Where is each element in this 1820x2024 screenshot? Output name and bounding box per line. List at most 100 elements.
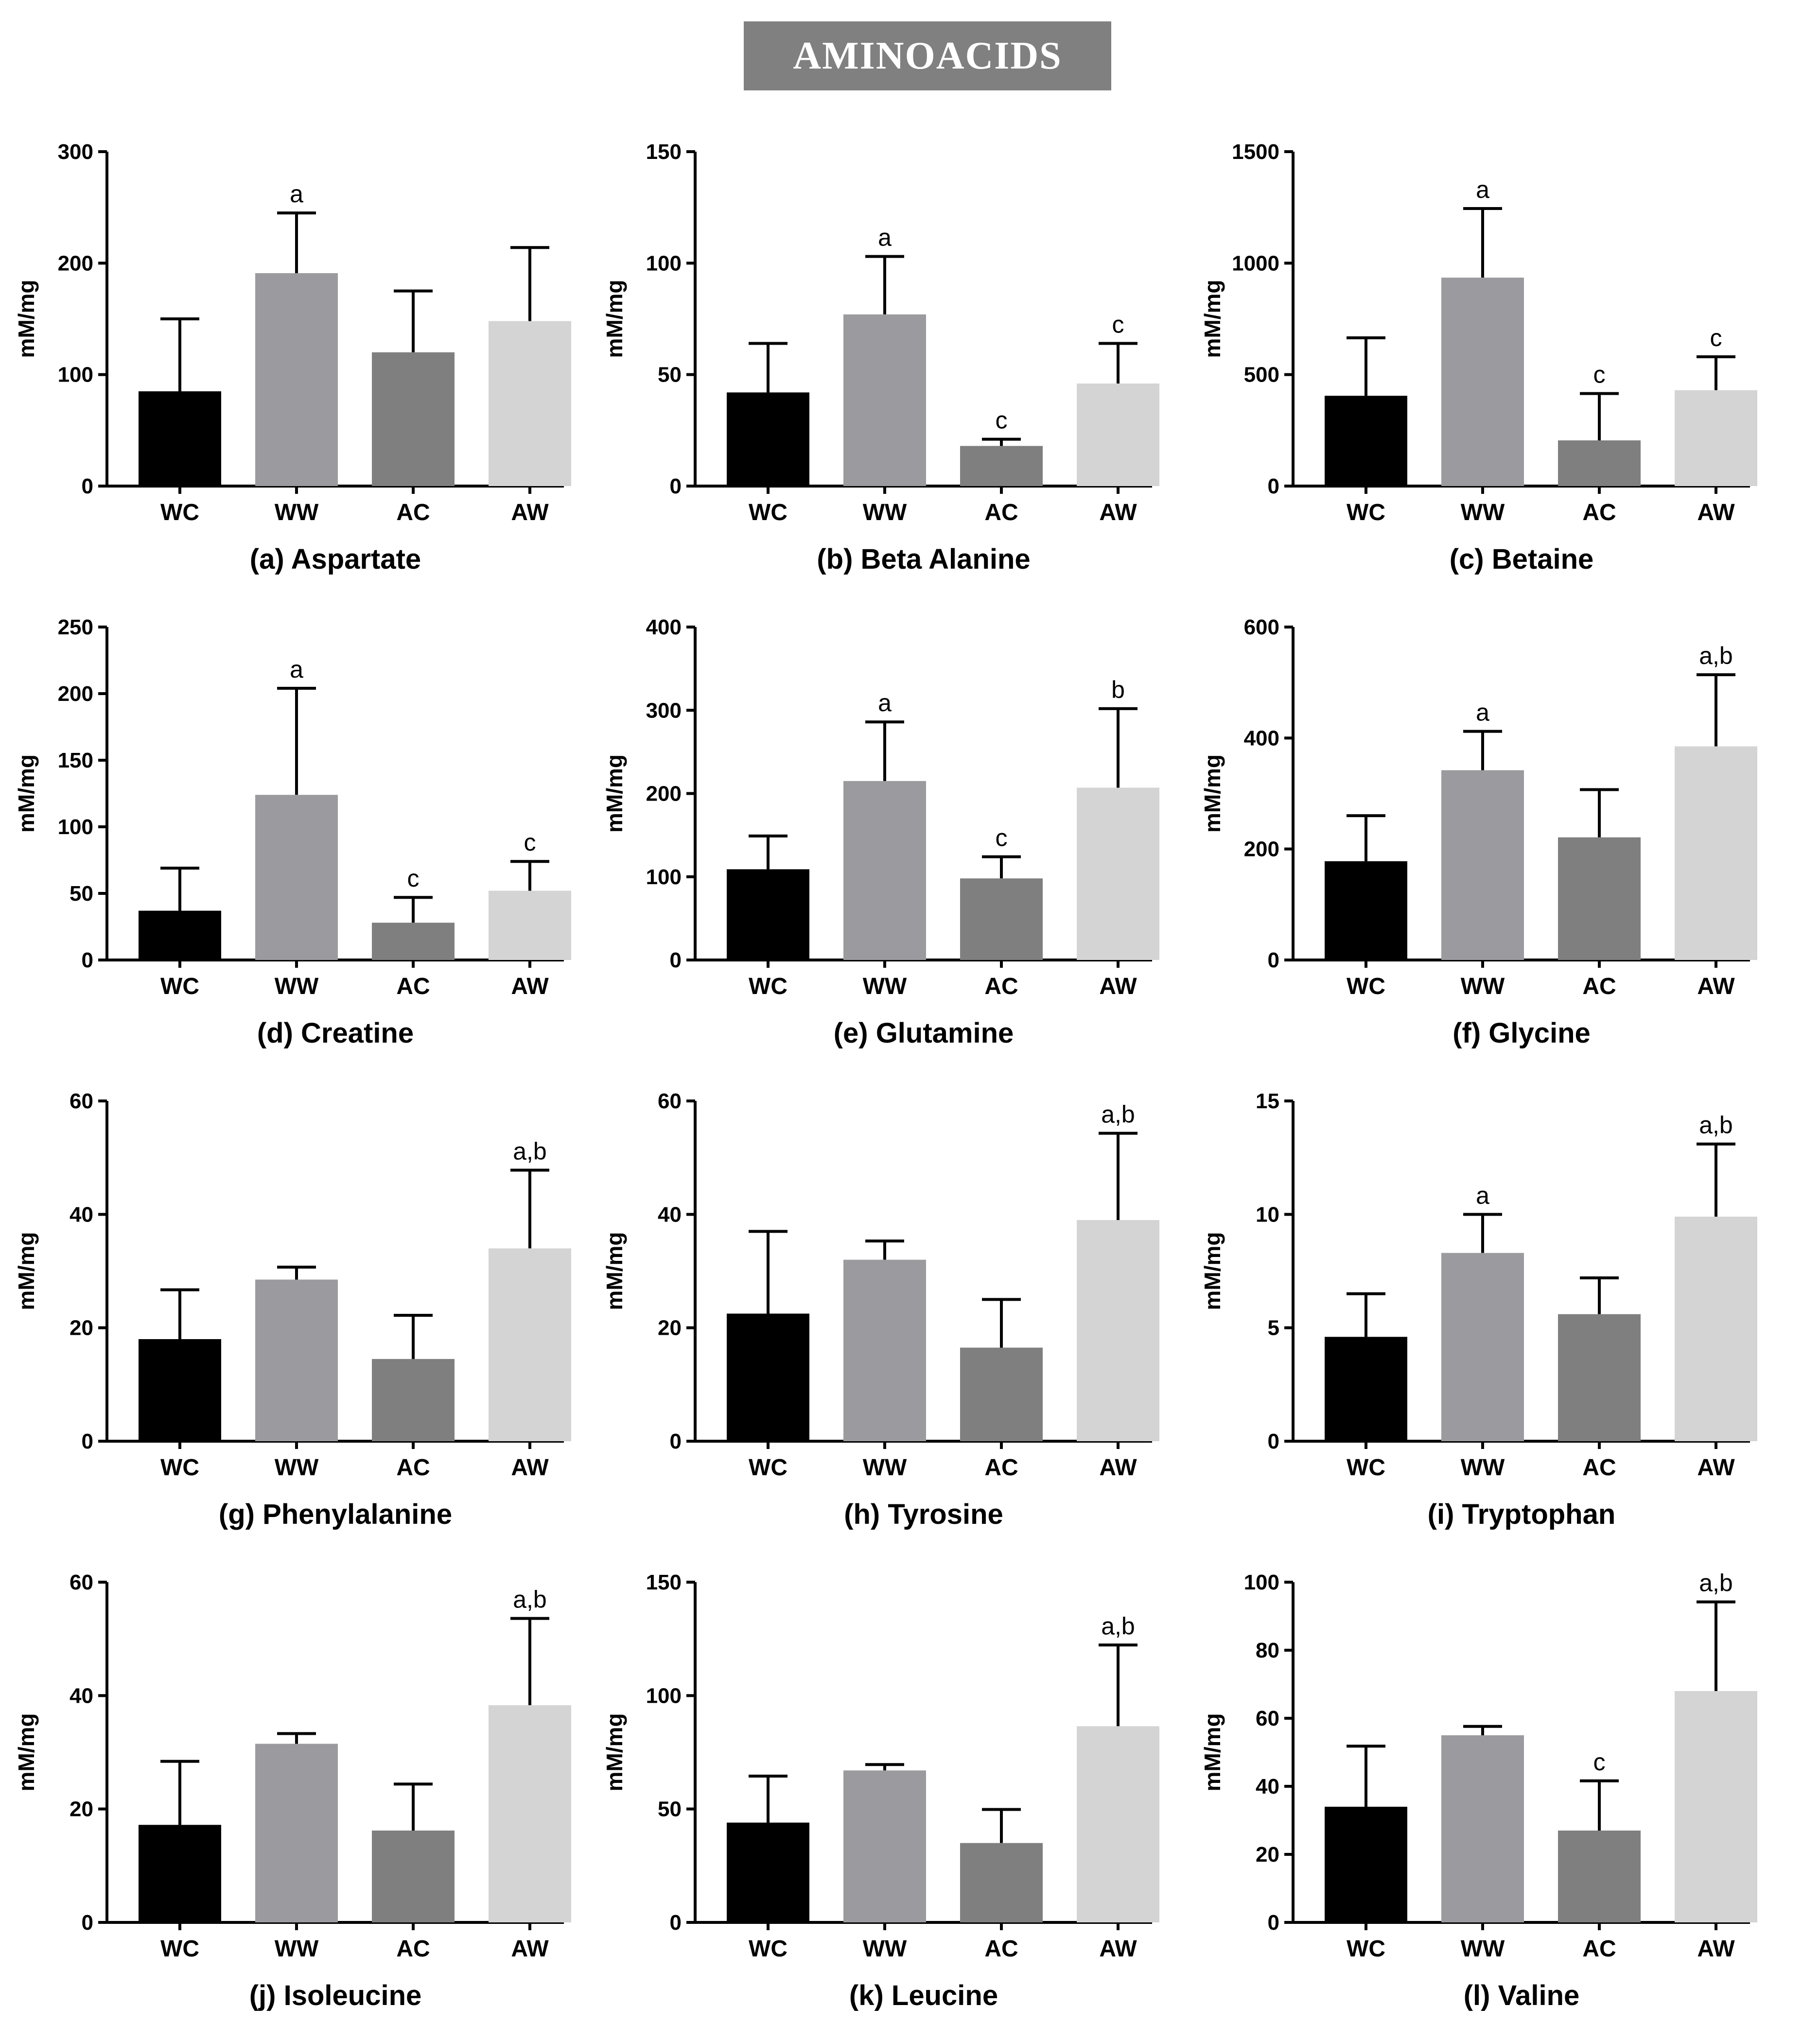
chart-panel: 0 20 40 60 80 100 mM/mg WC WW AC c AW a,b (l) Valine [1200, 1570, 1757, 2011]
banner-title: AMINOACIDS [793, 34, 1062, 77]
chart-panel: 0 200 400 600 mM/mg WC WW a AC AW a,b (f) Glycine [1200, 615, 1757, 1049]
x-tick-label: WC [1347, 1936, 1385, 1962]
y-tick-label: 200 [58, 682, 93, 706]
bar-ww [843, 781, 926, 960]
bar-aw [1675, 1217, 1757, 1441]
y-tick-label: 50 [658, 363, 682, 387]
y-tick-label: 40 [70, 1684, 93, 1708]
y-tick-label: 100 [646, 251, 682, 275]
y-axis-label: mM/mg [14, 1232, 39, 1310]
y-tick-label: 0 [670, 1430, 682, 1453]
significance-label: a [878, 224, 892, 251]
bar-ac [1558, 440, 1641, 486]
x-tick-label: WW [275, 974, 319, 999]
y-tick-label: 50 [658, 1797, 682, 1821]
significance-label: c [407, 865, 420, 892]
significance-label: c [1593, 361, 1606, 388]
bar-wc [1325, 396, 1407, 486]
significance-label: a,b [513, 1137, 547, 1165]
y-tick-label: 60 [70, 1570, 93, 1594]
x-tick-label: WW [863, 1936, 907, 1962]
y-tick-label: 0 [670, 1911, 682, 1935]
y-axis-label: mM/mg [602, 1232, 627, 1310]
y-tick-label: 0 [1268, 1911, 1279, 1935]
chart-title: (h) Tyrosine [844, 1499, 1003, 1530]
chart-panel: 0 5 10 15 mM/mg WC WW a AC AW a,b (i) Tryptophan [1200, 1089, 1757, 1530]
x-tick-label: AC [1582, 974, 1616, 999]
bar-wc [139, 1339, 221, 1441]
y-tick-label: 150 [58, 749, 93, 772]
chart-title: (d) Creatine [257, 1017, 414, 1049]
x-tick-label: WW [1461, 1455, 1505, 1481]
bar-ww [843, 314, 926, 486]
x-tick-label: AW [1697, 1455, 1735, 1481]
x-tick-label: AC [1582, 1936, 1616, 1962]
bar-ww [1441, 1253, 1524, 1441]
y-axis-label: mM/mg [602, 1713, 627, 1792]
bar-wc [727, 1822, 809, 1922]
x-tick-label: WC [1347, 1455, 1385, 1481]
y-axis-label: mM/mg [602, 754, 627, 833]
y-tick-label: 0 [1268, 948, 1279, 972]
x-tick-label: WW [275, 500, 319, 525]
bar-aw [1077, 787, 1159, 960]
bar-ww [1441, 278, 1524, 486]
y-tick-label: 200 [646, 782, 682, 806]
y-tick-label: 100 [646, 865, 682, 889]
significance-label: a,b [1101, 1612, 1135, 1640]
y-tick-label: 400 [1244, 726, 1279, 750]
bar-aw [1675, 746, 1757, 960]
y-axis-label: mM/mg [14, 1713, 39, 1792]
y-tick-label: 10 [1256, 1203, 1279, 1226]
bar-wc [1325, 861, 1407, 960]
x-tick-label: WC [160, 1936, 199, 1962]
significance-label: a [1476, 1182, 1489, 1209]
y-tick-label: 15 [1256, 1089, 1279, 1113]
y-tick-label: 1500 [1232, 140, 1279, 164]
y-tick-label: 60 [70, 1089, 93, 1113]
bar-ac [1558, 1831, 1641, 1922]
x-tick-label: WC [749, 500, 788, 525]
x-tick-label: WW [863, 500, 907, 525]
x-tick-label: AC [984, 1455, 1018, 1481]
bar-ww [255, 1279, 338, 1441]
significance-label: a,b [1699, 642, 1733, 669]
y-tick-label: 0 [82, 1430, 93, 1453]
bar-ww [843, 1259, 926, 1441]
x-tick-label: WC [749, 1936, 788, 1962]
significance-label: a [1476, 176, 1489, 203]
x-tick-label: AC [396, 1455, 430, 1481]
significance-label: a,b [1699, 1570, 1733, 1597]
significance-label: c [524, 829, 536, 856]
x-tick-label: AW [1099, 500, 1137, 525]
bar-wc [727, 392, 809, 486]
y-tick-label: 100 [1244, 1570, 1279, 1594]
x-tick-label: WW [1461, 974, 1505, 999]
chart-title: (k) Leucine [849, 1980, 998, 2011]
bar-ac [372, 923, 455, 960]
bar-ww [1441, 1735, 1524, 1922]
chart-title: (g) Phenylalanine [219, 1499, 452, 1530]
chart-panel: 0 20 40 60 mM/mg WC WW AC AW a,b (j) Isoleucine [14, 1570, 571, 2011]
y-tick-label: 60 [1256, 1707, 1279, 1730]
chart-title: (a) Aspartate [250, 543, 421, 575]
y-tick-label: 150 [646, 140, 682, 164]
bar-aw [489, 890, 571, 960]
y-axis-label: mM/mg [1200, 280, 1225, 358]
x-tick-label: WC [749, 974, 788, 999]
chart-title: (i) Tryptophan [1428, 1499, 1616, 1530]
x-tick-label: WC [160, 1455, 199, 1481]
x-tick-label: WC [160, 500, 199, 525]
y-tick-label: 40 [1256, 1775, 1279, 1798]
significance-label: c [996, 407, 1008, 434]
x-tick-label: WW [1461, 500, 1505, 525]
x-tick-label: AW [1099, 1936, 1137, 1962]
bar-wc [139, 1825, 221, 1922]
y-tick-label: 60 [658, 1089, 682, 1113]
significance-label: c [1710, 324, 1722, 351]
y-tick-label: 0 [82, 1911, 93, 1935]
chart-panel: 0 20 40 60 mM/mg WC WW AC AW a,b (h) Tyrosine [602, 1089, 1159, 1530]
title-banner: AMINOACIDS [744, 21, 1111, 90]
significance-label: a [878, 689, 892, 716]
y-tick-label: 150 [646, 1570, 682, 1594]
